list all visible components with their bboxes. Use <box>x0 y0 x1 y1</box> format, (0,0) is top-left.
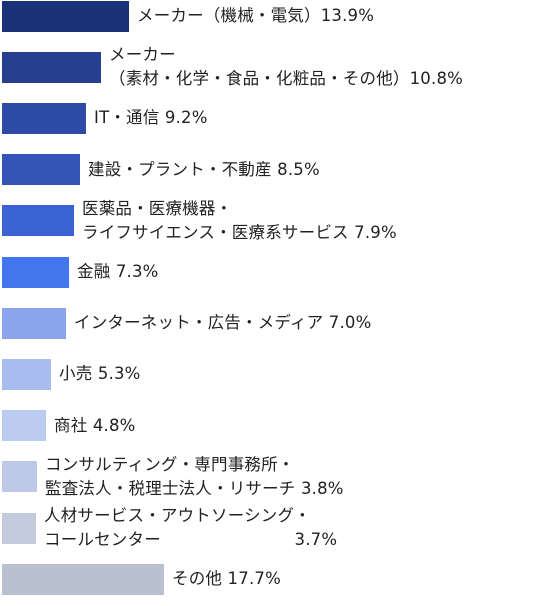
bar-label-3: IT・通信 9.2% <box>94 106 208 130</box>
bar-4 <box>2 154 80 185</box>
bar-label-line: 医薬品・医療機器・ <box>82 199 233 218</box>
bar-label-7: インターネット・広告・メディア 7.0% <box>74 311 372 335</box>
bar-label-9: 商社 4.8% <box>54 414 136 438</box>
bar-label-10: コンサルティング・専門事務所・監査法人・税理士法人・リサーチ 3.8% <box>45 453 344 501</box>
bar-label-line: IT・通信 9.2% <box>94 108 208 127</box>
bar-label-11: 人材サービス・アウトソーシング・コールセンター 3.7% <box>44 504 337 552</box>
bar-label-1: メーカー（機械・電気）13.9% <box>137 4 374 28</box>
bar-label-5: 医薬品・医療機器・ライフサイエンス・医療系サービス 7.9% <box>82 197 397 245</box>
bar-label-line: （素材・化学・食品・化粧品・その他）10.8% <box>109 69 464 88</box>
bar-label-line: 商社 4.8% <box>54 416 136 435</box>
bar-label-2: メーカー （素材・化学・食品・化粧品・その他）10.8% <box>109 43 463 91</box>
bar-label-8: 小売 5.3% <box>59 362 141 386</box>
bar-label-line: 小売 5.3% <box>59 364 141 383</box>
bar-10 <box>2 461 37 492</box>
bar-label-line: 建設・プラント・不動産 8.5% <box>88 160 320 179</box>
bar-label-line: メーカー <box>109 45 176 64</box>
bar-8 <box>2 359 51 390</box>
bar-label-12: その他 17.7% <box>172 567 281 591</box>
bar-label-line: メーカー（機械・電気）13.9% <box>137 6 375 25</box>
bar-label-6: 金融 7.3% <box>77 260 159 284</box>
bar-label-line: 監査法人・税理士法人・リサーチ 3.8% <box>45 479 344 498</box>
bar-label-4: 建設・プラント・不動産 8.5% <box>88 158 320 182</box>
bar-label-line: 金融 7.3% <box>77 262 159 281</box>
bar-1 <box>2 1 129 32</box>
bar-label-line: 人材サービス・アウトソーシング・ <box>44 506 311 525</box>
bar-label-line: その他 17.7% <box>172 569 281 588</box>
bar-label-line: ライフサイエンス・医療系サービス 7.9% <box>82 223 397 242</box>
bar-3 <box>2 103 86 134</box>
bar-label-line: コンサルティング・専門事務所・ <box>45 455 295 474</box>
bar-2 <box>2 52 101 83</box>
bar-7 <box>2 308 66 339</box>
bar-label-line: コールセンター 3.7% <box>44 530 338 549</box>
bar-9 <box>2 410 46 441</box>
bar-11 <box>2 513 36 544</box>
bar-12 <box>2 564 164 595</box>
bar-6 <box>2 257 69 288</box>
bar-label-line: インターネット・広告・メディア 7.0% <box>74 313 372 332</box>
bar-5 <box>2 205 74 236</box>
